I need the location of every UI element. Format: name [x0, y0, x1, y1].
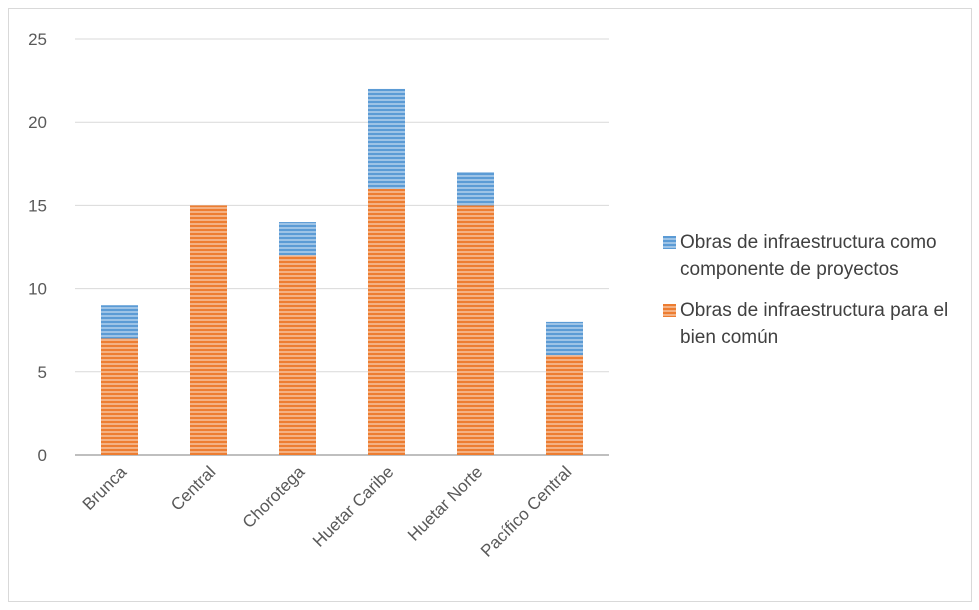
legend-item-componente: Obras de infraestructura como componente…: [663, 229, 979, 283]
legend-swatch-orange: [663, 304, 676, 317]
y-tick-label: 20: [28, 113, 47, 132]
x-category-label: Chorotega: [239, 462, 309, 532]
y-tick-label: 10: [28, 280, 47, 299]
y-tick-label: 25: [28, 30, 47, 49]
x-category-label: Huetar Norte: [404, 462, 486, 544]
legend-label-componente: Obras de infraestructura como componente…: [680, 232, 937, 280]
bar-segment: [368, 188, 405, 455]
y-tick-label: 5: [38, 363, 47, 382]
x-category-label: Brunca: [79, 462, 131, 514]
gridlines: [75, 38, 609, 456]
chart-area: 0 5 10 15 20 25 Brunca Central Chorotega Huetar …: [8, 8, 972, 602]
bar-segment: [279, 222, 316, 256]
x-category-label: Pacífico Central: [477, 462, 575, 560]
legend-label-bien-comun: Obras de infraestructura para el bien co…: [680, 300, 949, 348]
bar-segment: [546, 355, 583, 455]
bars: [101, 88, 583, 455]
legend-item-bien-comun: Obras de infraestructura para el bien co…: [663, 297, 979, 351]
y-tick-label: 0: [38, 446, 47, 465]
legend: Obras de infraestructura como componente…: [663, 229, 979, 365]
bar-segment: [457, 172, 494, 206]
bar-segment: [546, 321, 583, 356]
x-axis-category-labels: Brunca Central Chorotega Huetar Caribe Hueta…: [79, 462, 576, 561]
bar-segment: [190, 205, 227, 455]
bar-segment: [279, 255, 316, 455]
bar-segment: [101, 305, 138, 339]
x-category-label: Huetar Caribe: [309, 462, 397, 550]
y-axis-tick-labels: 0 5 10 15 20 25: [28, 30, 47, 465]
x-category-label: Central: [167, 462, 219, 514]
bar-segment: [368, 88, 405, 189]
bar-segment: [457, 205, 494, 455]
y-tick-label: 15: [28, 196, 47, 215]
legend-swatch-blue: [663, 236, 676, 249]
bar-segment: [101, 338, 138, 455]
